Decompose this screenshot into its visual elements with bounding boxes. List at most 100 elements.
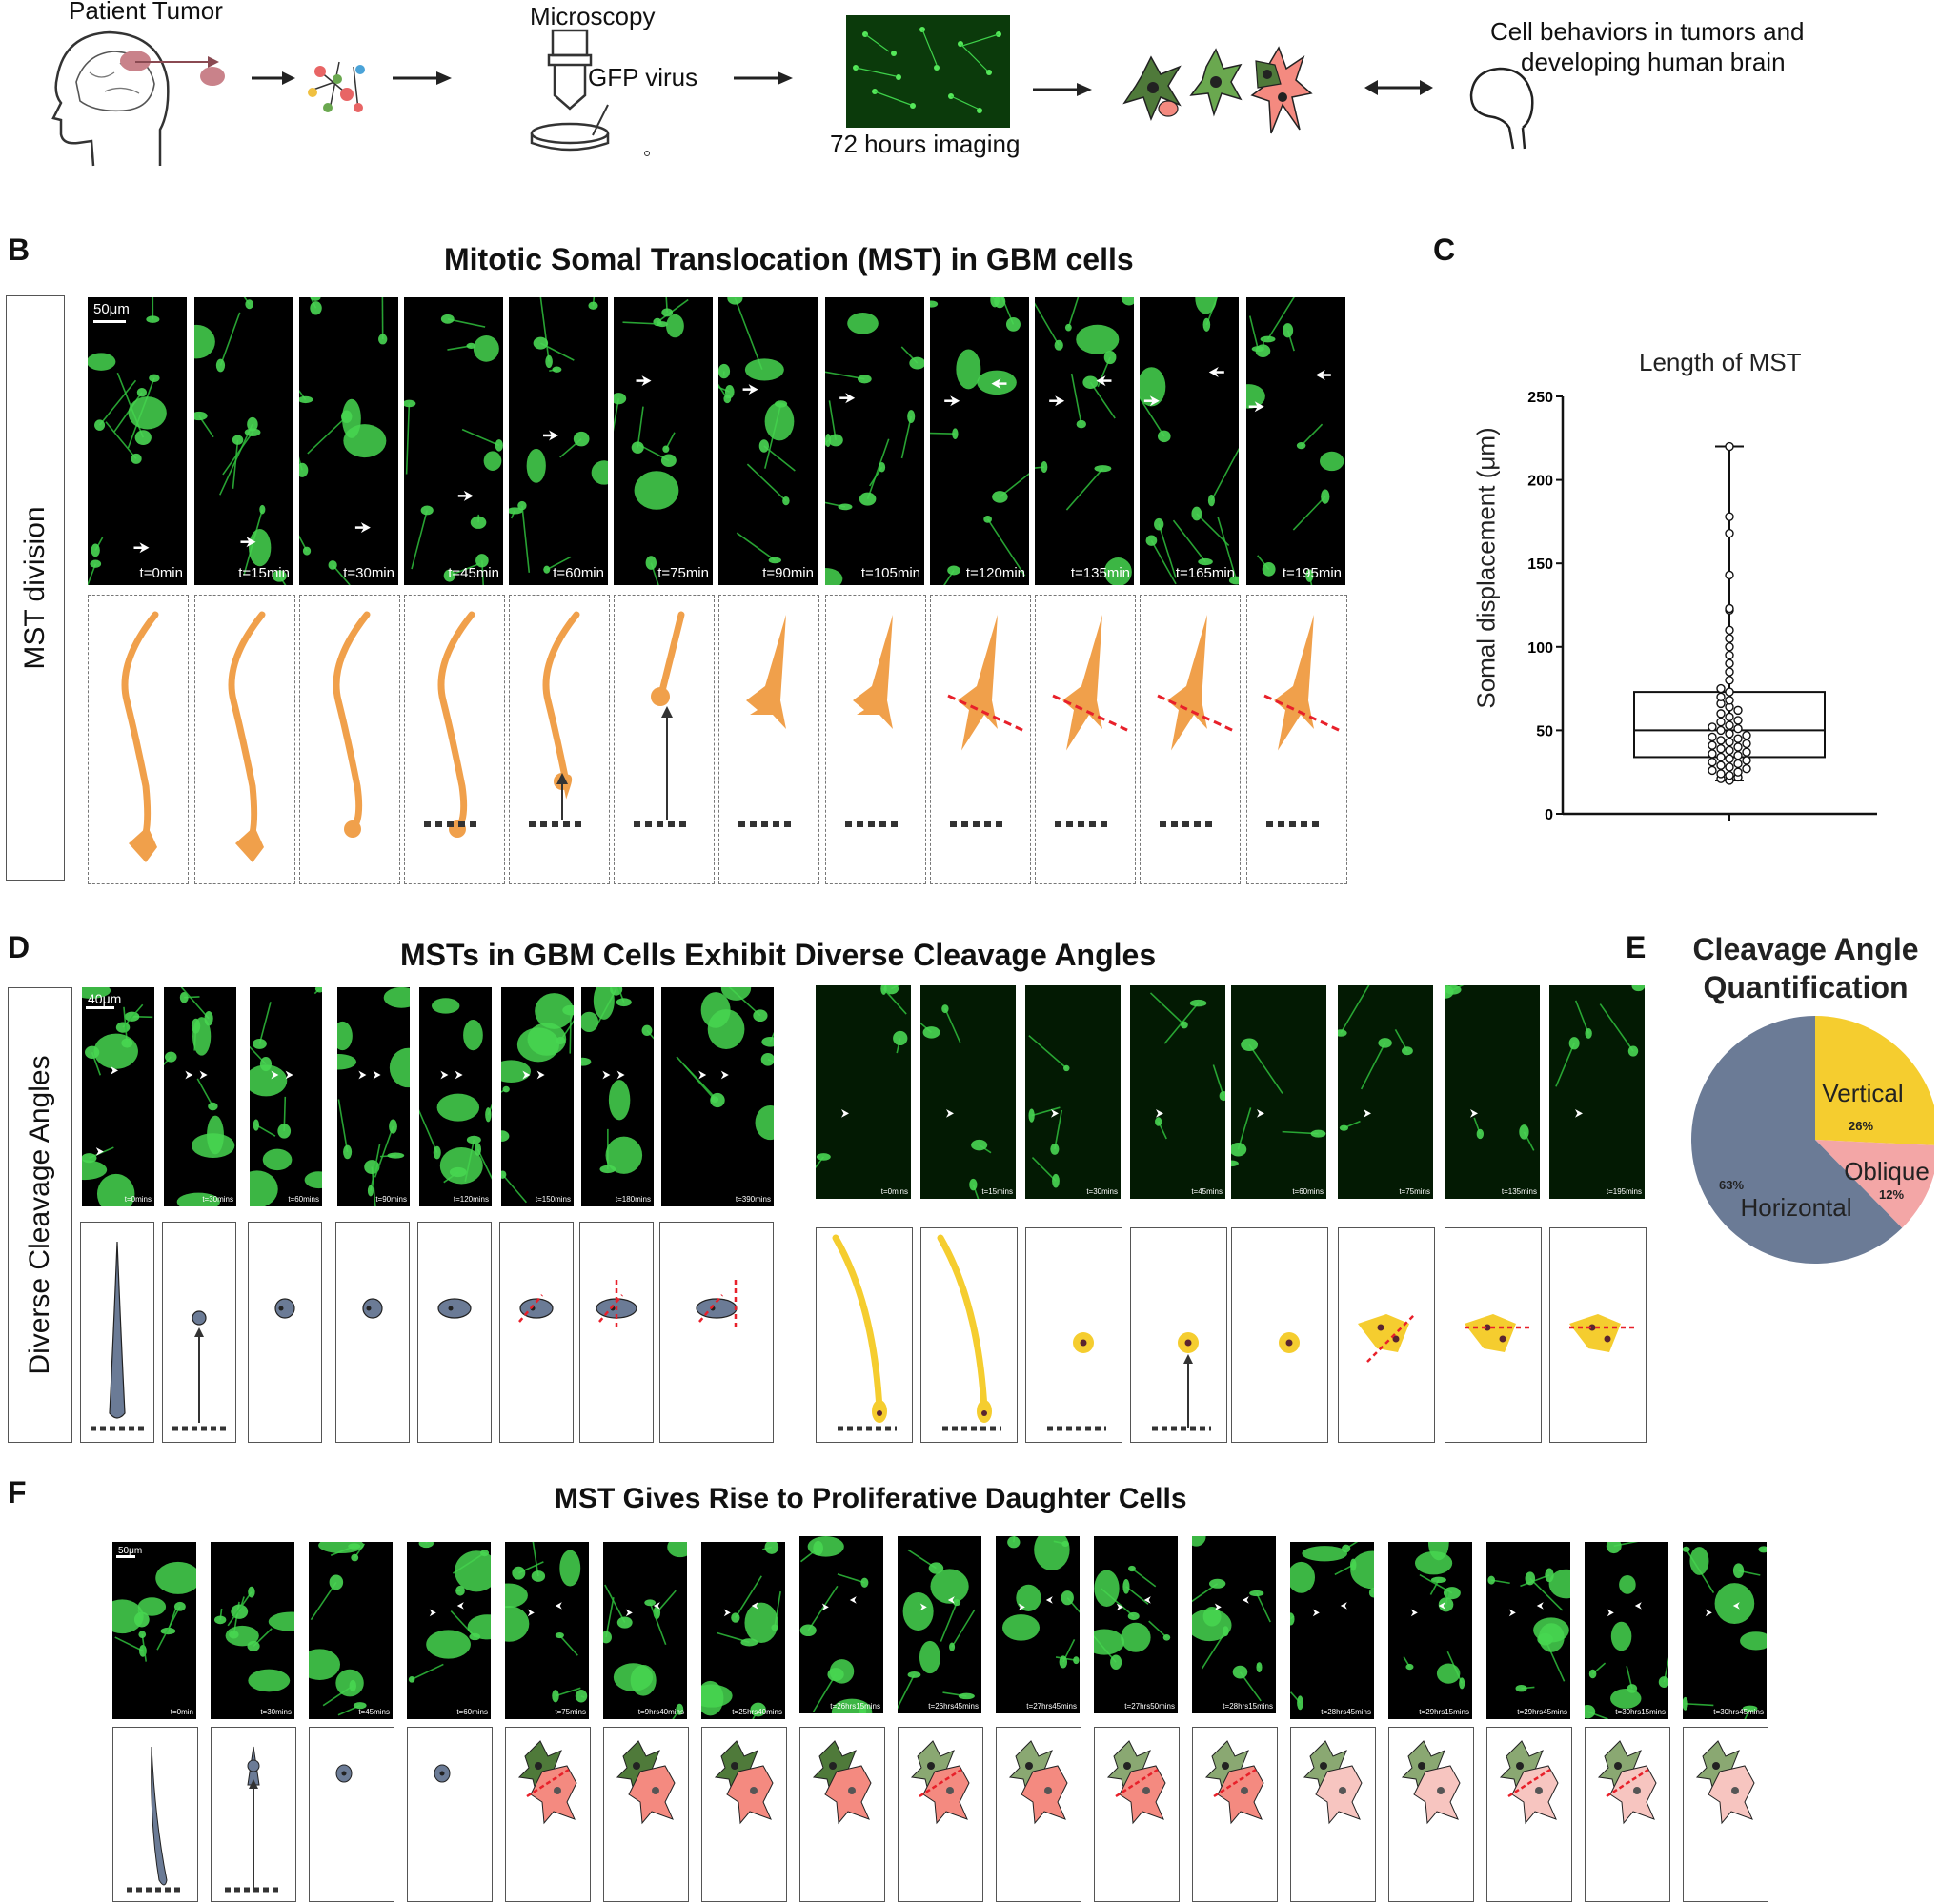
arrowhead-icon <box>360 522 371 534</box>
arrowhead-icon <box>536 1070 545 1080</box>
data-point <box>1733 705 1743 716</box>
pie-label: Horizontal <box>1740 1193 1851 1222</box>
arrowhead-icon <box>751 1602 758 1610</box>
cell-drawing-panel <box>407 1727 493 1902</box>
arrowhead-icon <box>95 1147 104 1156</box>
timepoint-label: t=27hrs45mins <box>1026 1702 1077 1711</box>
pie-percent-label: 63% <box>1719 1178 1744 1192</box>
data-point <box>1716 752 1726 762</box>
arrowhead-icon <box>1096 375 1106 387</box>
panel-e-title-line2: Quantification <box>1703 970 1909 1004</box>
timepoint-label: t=90min <box>762 565 814 581</box>
timepoint-label: t=195mins <box>1606 1187 1642 1196</box>
arrowhead-icon <box>821 1603 829 1611</box>
micrograph-frame: t=390mins <box>661 987 774 1206</box>
cell-drawing-panel <box>1246 595 1347 884</box>
panel-f-letter: F <box>8 1475 27 1509</box>
panel-e-letter: E <box>1626 930 1647 964</box>
pie-slice-oblique <box>1815 1140 1934 1228</box>
data-point <box>1708 722 1717 732</box>
arrowhead-icon <box>440 1070 449 1080</box>
data-point <box>1725 720 1734 730</box>
y-tick-label: 50 <box>1536 723 1553 739</box>
timepoint-label: t=90mins <box>375 1195 407 1204</box>
scale-bar <box>116 1555 135 1558</box>
arrowhead-icon <box>1045 1596 1053 1604</box>
arrowhead-icon <box>723 1609 731 1617</box>
cell-drawing-panel <box>1035 595 1136 884</box>
cell-drawing-panel <box>162 1222 236 1443</box>
arrowhead-icon <box>720 1070 729 1080</box>
timepoint-label: t=60mins <box>456 1708 488 1716</box>
panel-b-letter: B <box>8 233 30 267</box>
timepoint-label: t=120mins <box>453 1195 489 1204</box>
timepoint-label: t=28hrs45mins <box>1321 1708 1371 1716</box>
cell-drawing-panel <box>1683 1727 1768 1902</box>
timepoint-label: t=25hrs40mins <box>732 1708 782 1716</box>
timepoint-label: t=150mins <box>535 1195 571 1204</box>
arrowhead-icon <box>1575 1109 1583 1118</box>
behaviors-label-line1: Cell behaviors in tumors and <box>1490 17 1805 46</box>
cleavage-angles-row-label-box: Diverse Cleavage Angles <box>8 987 72 1443</box>
cell-drawing-panel <box>88 595 189 884</box>
arrowhead-icon <box>1018 1603 1025 1611</box>
data-point <box>1725 570 1734 580</box>
arrowhead-icon <box>1508 1609 1516 1617</box>
panel-e-title-line1: Cleavage Angle <box>1692 932 1919 966</box>
arrowhead-icon <box>1315 370 1325 381</box>
scale-bar-label: 50μm <box>118 1546 143 1556</box>
cell-drawing-panel <box>816 1227 913 1443</box>
micrograph-frame: t=60mins <box>407 1542 491 1719</box>
data-point <box>1708 749 1717 759</box>
micrograph-frame: t=9hrs40mins <box>603 1542 687 1719</box>
arrowhead-icon <box>456 1602 464 1610</box>
panel-d-title: MSTs in GBM Cells Exhibit Diverse Cleava… <box>400 938 1157 972</box>
y-tick-label: 0 <box>1545 807 1553 823</box>
arrowhead-icon <box>463 490 474 501</box>
arrowhead-icon <box>1438 1602 1445 1610</box>
data-point <box>1733 723 1743 734</box>
y-axis-label: Somal displacement (μm) <box>1471 427 1501 709</box>
arrowhead-icon <box>1470 1109 1478 1118</box>
timepoint-label: t=30min <box>343 565 394 581</box>
cell-drawing-panel <box>603 1727 689 1902</box>
micrograph-frame: t=45mins <box>309 1542 393 1719</box>
cell-drawing-panel <box>404 595 505 884</box>
data-point <box>1725 754 1734 763</box>
pie-slice-vertical <box>1815 1016 1934 1145</box>
cell-drawing-panel <box>1338 1227 1435 1443</box>
scale-bar <box>86 1006 114 1009</box>
data-point <box>1725 712 1734 722</box>
arrowhead-icon <box>285 1070 293 1080</box>
timepoint-label: t=120min <box>965 565 1025 581</box>
data-point <box>1708 740 1717 750</box>
data-point <box>1733 716 1743 725</box>
arrowhead-icon <box>748 384 758 395</box>
data-point <box>1742 730 1751 740</box>
data-point <box>1725 441 1734 452</box>
data-point <box>1725 745 1734 756</box>
cell-behaviors-icon <box>1122 46 1313 134</box>
timepoint-label: t=60mins <box>288 1195 319 1204</box>
timepoint-label: t=30mins <box>260 1708 292 1716</box>
pie-slice-horizontal <box>1691 1016 1903 1264</box>
micrograph-frame: t=150mins <box>501 987 574 1206</box>
extraction-arrow-icon <box>135 56 219 68</box>
data-point <box>1716 717 1726 727</box>
arrowhead-icon <box>373 1070 381 1080</box>
data-point <box>1725 625 1734 635</box>
arrowhead-icon <box>1116 1603 1123 1611</box>
scale-bar-label: 40μm <box>88 991 122 1006</box>
data-point <box>1725 658 1734 669</box>
cell-drawing-panel <box>898 1727 983 1902</box>
cell-drawing-panel <box>112 1727 198 1902</box>
arrowhead-icon <box>1242 1596 1249 1604</box>
cell-drawing-panel <box>194 595 295 884</box>
cell-drawing-panel <box>1388 1727 1474 1902</box>
cell-drawing-panel <box>996 1727 1081 1902</box>
arrowhead-icon <box>358 1070 367 1080</box>
cell-drawing-panel <box>1094 1727 1180 1902</box>
arrow-icon <box>1033 83 1092 96</box>
panel-d-letter: D <box>8 930 30 964</box>
